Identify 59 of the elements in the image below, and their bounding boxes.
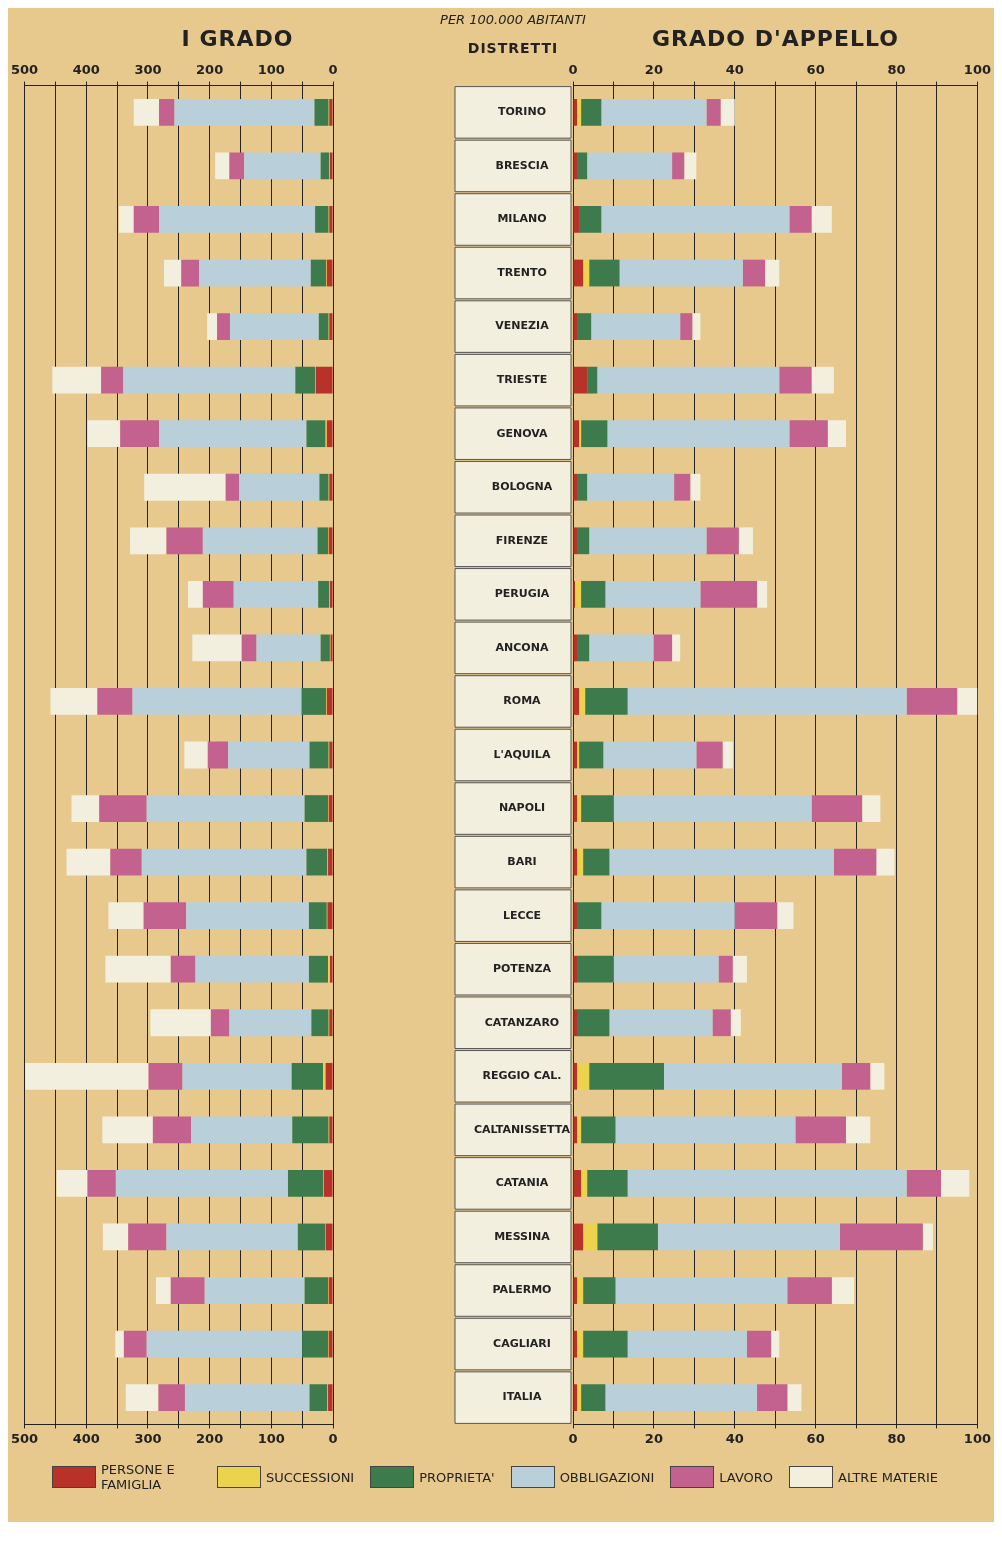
y-tick-label: TRENTO	[497, 265, 547, 279]
legend-label: LAVORO	[719, 1469, 774, 1485]
y-tick-label: GENOVA	[496, 426, 549, 440]
legend-label: PROPRIETA'	[419, 1469, 495, 1485]
x2-tick-label: 0	[328, 62, 338, 78]
x-tick-label: 60	[806, 1430, 825, 1446]
y-tick-label: LECCE	[502, 908, 542, 922]
legend-label: SUCCESSIONI	[265, 1469, 355, 1485]
y-tick-label: CATANIA	[495, 1176, 549, 1190]
x-tick-label: 300	[134, 1430, 162, 1446]
chart-subtitle: PER 100.000 ABITANTI	[439, 12, 587, 27]
x-tick-label: 40	[725, 1430, 744, 1446]
x2-tick-label: 60	[806, 62, 825, 78]
legend-label: OBBLIGAZIONI	[559, 1469, 655, 1485]
x-tick-label: 500	[11, 1430, 39, 1446]
x2-tick-label: 0	[568, 62, 578, 78]
x-tick-label: 20	[644, 1430, 663, 1446]
y-tick-label: ROMA	[503, 694, 542, 708]
y-tick-label: NAPOLI	[498, 801, 546, 815]
y-axis-title: DISTRETTI	[466, 40, 560, 56]
y-tick-label: POTENZA	[492, 962, 552, 976]
y-tick-label: TORINO	[498, 105, 546, 119]
x2-tick-label: 80	[887, 62, 906, 78]
y-tick-label: MESSINA	[494, 1229, 551, 1243]
x2-tick-label: 100	[257, 62, 285, 78]
x-tick-label: 80	[887, 1430, 906, 1446]
chart-title: I GRADO	[180, 26, 295, 51]
x2-tick-label: 200	[196, 62, 224, 78]
y-tick-label: PALERMO	[492, 1283, 552, 1297]
y-tick-label: MILANO	[497, 212, 547, 226]
y-tick-label: BOLOGNA	[491, 480, 553, 494]
y-tick-label: L'AQUILA	[493, 747, 551, 761]
y-tick-label: ITALIA	[502, 1390, 542, 1404]
legend-label: PERSONE E FAMIGLIA	[100, 1462, 176, 1492]
y-tick-label: REGGIO CAL.	[482, 1069, 562, 1083]
y-tick-label: PERUGIA	[494, 587, 550, 601]
x2-tick-label: 100	[963, 62, 991, 78]
y-tick-label: CAGLIARI	[493, 1336, 551, 1350]
x2-tick-label: 20	[644, 62, 663, 78]
x2-tick-label: 40	[725, 62, 744, 78]
x-tick-label: 400	[72, 1430, 100, 1446]
x-tick-label: 200	[196, 1430, 224, 1446]
y-tick-label: BARI	[507, 854, 537, 868]
y-tick-label: CALTANISSETTA	[473, 1122, 571, 1136]
x-tick-label: 0	[568, 1430, 578, 1446]
x-tick-label: 100	[257, 1430, 285, 1446]
y-tick-label: FIRENZE	[495, 533, 549, 547]
x2-tick-label: 300	[134, 62, 162, 78]
legend-label: ALTRE MATERIE	[838, 1469, 939, 1485]
x-tick-label: 0	[328, 1430, 338, 1446]
x2-tick-label: 500	[11, 62, 39, 78]
y-tick-label: BRESCIA	[495, 158, 549, 172]
y-tick-label: TRIESTE	[496, 373, 548, 386]
chart-title: GRADO D'APPELLO	[651, 26, 900, 51]
y-tick-label: VENEZIA	[495, 319, 550, 333]
y-tick-label: CATANZARO	[484, 1015, 560, 1029]
x2-tick-label: 400	[72, 62, 100, 78]
x-tick-label: 100	[963, 1430, 991, 1446]
y-tick-label: ANCONA	[495, 640, 549, 654]
